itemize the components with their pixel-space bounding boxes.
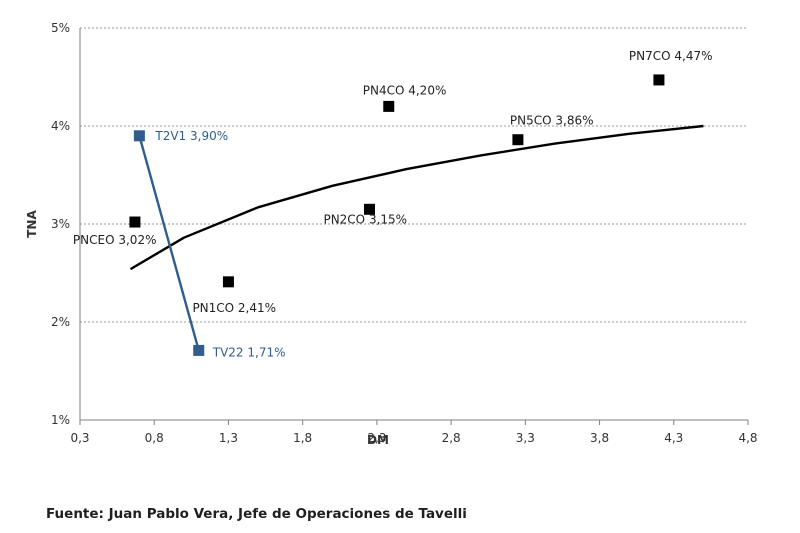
data-label: PNCEO 3,02% (73, 233, 157, 247)
y-axis-label: TNA (25, 210, 39, 238)
data-point (222, 276, 234, 288)
x-axis-ticks: 0,3 0,8 1,3 1,8 2,3 2,8 3,3 3,8 4,3 4,8 (70, 431, 757, 445)
series-0: PNCEO 3,02% PN1CO 2,41% PN2CO 3,15% PN4CO 4… (73, 49, 713, 315)
data-point (512, 134, 524, 146)
axes (79, 28, 749, 425)
data-label: PN2CO 3,15% (323, 212, 407, 226)
x-tick-label: 3,8 (590, 431, 609, 445)
data-point (653, 74, 665, 86)
y-axis-ticks: 1% 2% 3% 4% 5% (51, 21, 70, 427)
data-label: PN7CO 4,47% (629, 49, 713, 63)
x-tick-label: 2,3 (367, 431, 386, 445)
data-label: PN4CO 4,20% (363, 83, 447, 97)
data-point (383, 100, 395, 112)
x-tick-label: 3,3 (516, 431, 535, 445)
y-tick-label: 1% (51, 413, 70, 427)
y-tick-label: 3% (51, 217, 70, 231)
x-tick-label: 0,3 (70, 431, 89, 445)
series-line (138, 135, 200, 351)
series-1: T2V1 3,90% TV22 1,71% (133, 129, 286, 359)
y-tick-label: 5% (51, 21, 70, 35)
data-point (133, 130, 145, 142)
x-tick-label: 4,8 (738, 431, 757, 445)
x-tick-label: 4,3 (664, 431, 683, 445)
data-point (193, 344, 205, 356)
data-point (129, 216, 141, 228)
grid-lines (80, 27, 748, 323)
y-tick-label: 2% (51, 315, 70, 329)
data-label: PN1CO 2,41% (192, 301, 276, 315)
y-tick-label: 4% (51, 119, 70, 133)
x-tick-label: 0,8 (145, 431, 164, 445)
data-label: T2V1 3,90% (154, 129, 228, 143)
x-tick-label: 1,3 (219, 431, 238, 445)
trendline (129, 124, 704, 271)
source-note: Fuente: Juan Pablo Vera, Jefe de Operaci… (46, 506, 467, 522)
x-tick-label: 2,8 (442, 431, 461, 445)
x-tick-label: 1,8 (293, 431, 312, 445)
series-layer: PNCEO 3,02% PN1CO 2,41% PN2CO 3,15% PN4CO 4… (73, 49, 713, 359)
data-point (363, 203, 375, 215)
x-axis-label: DM (367, 433, 389, 447)
data-label: PN5CO 3,86% (510, 114, 594, 128)
trendline-curve (129, 124, 704, 271)
data-label: TV22 1,71% (212, 345, 286, 359)
